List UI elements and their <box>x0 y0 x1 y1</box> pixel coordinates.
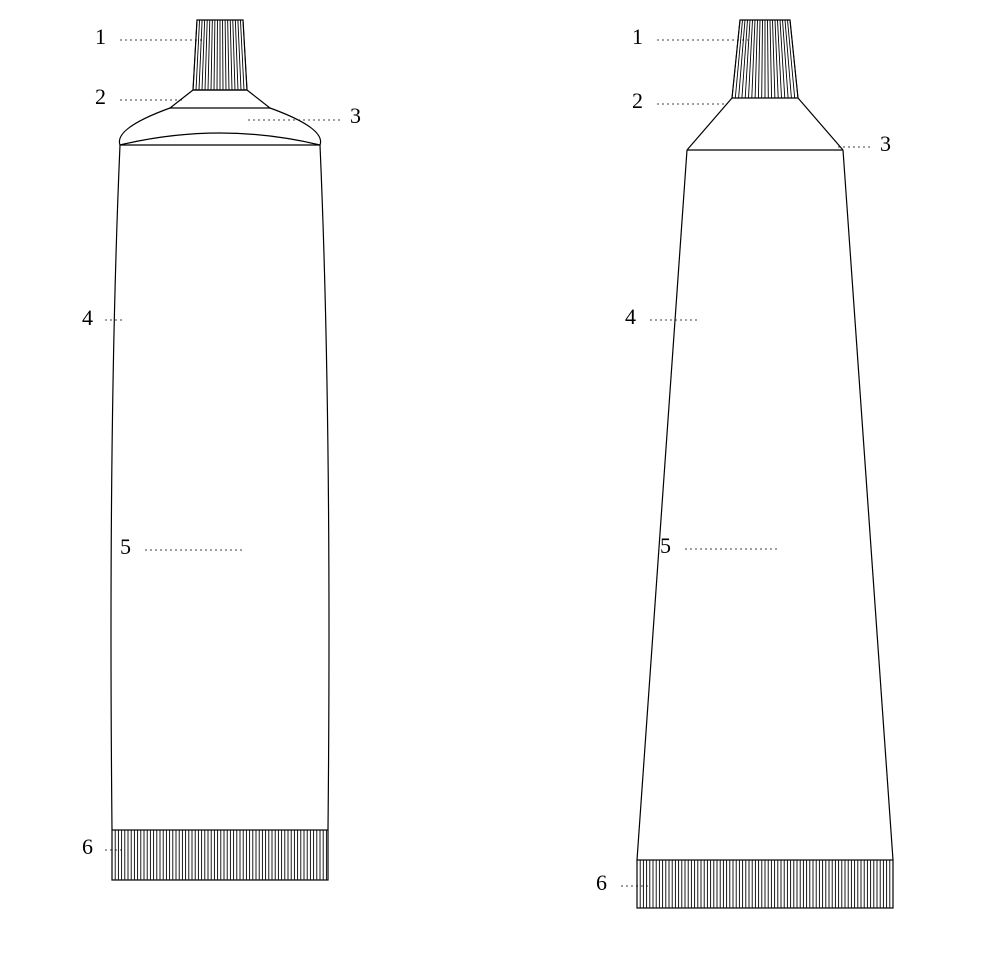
svg-text:5: 5 <box>660 533 671 558</box>
svg-text:6: 6 <box>596 870 607 895</box>
svg-text:3: 3 <box>880 131 891 156</box>
svg-text:6: 6 <box>82 834 93 859</box>
svg-text:5: 5 <box>120 534 131 559</box>
svg-text:4: 4 <box>625 304 636 329</box>
svg-text:2: 2 <box>632 88 643 113</box>
svg-text:1: 1 <box>632 24 643 49</box>
svg-text:4: 4 <box>82 305 93 330</box>
svg-text:2: 2 <box>95 84 106 109</box>
svg-text:3: 3 <box>350 103 361 128</box>
svg-text:1: 1 <box>95 24 106 49</box>
diagram-canvas: 1 2 3 4 5 6 1 2 3 4 5 6 <box>0 0 1000 960</box>
